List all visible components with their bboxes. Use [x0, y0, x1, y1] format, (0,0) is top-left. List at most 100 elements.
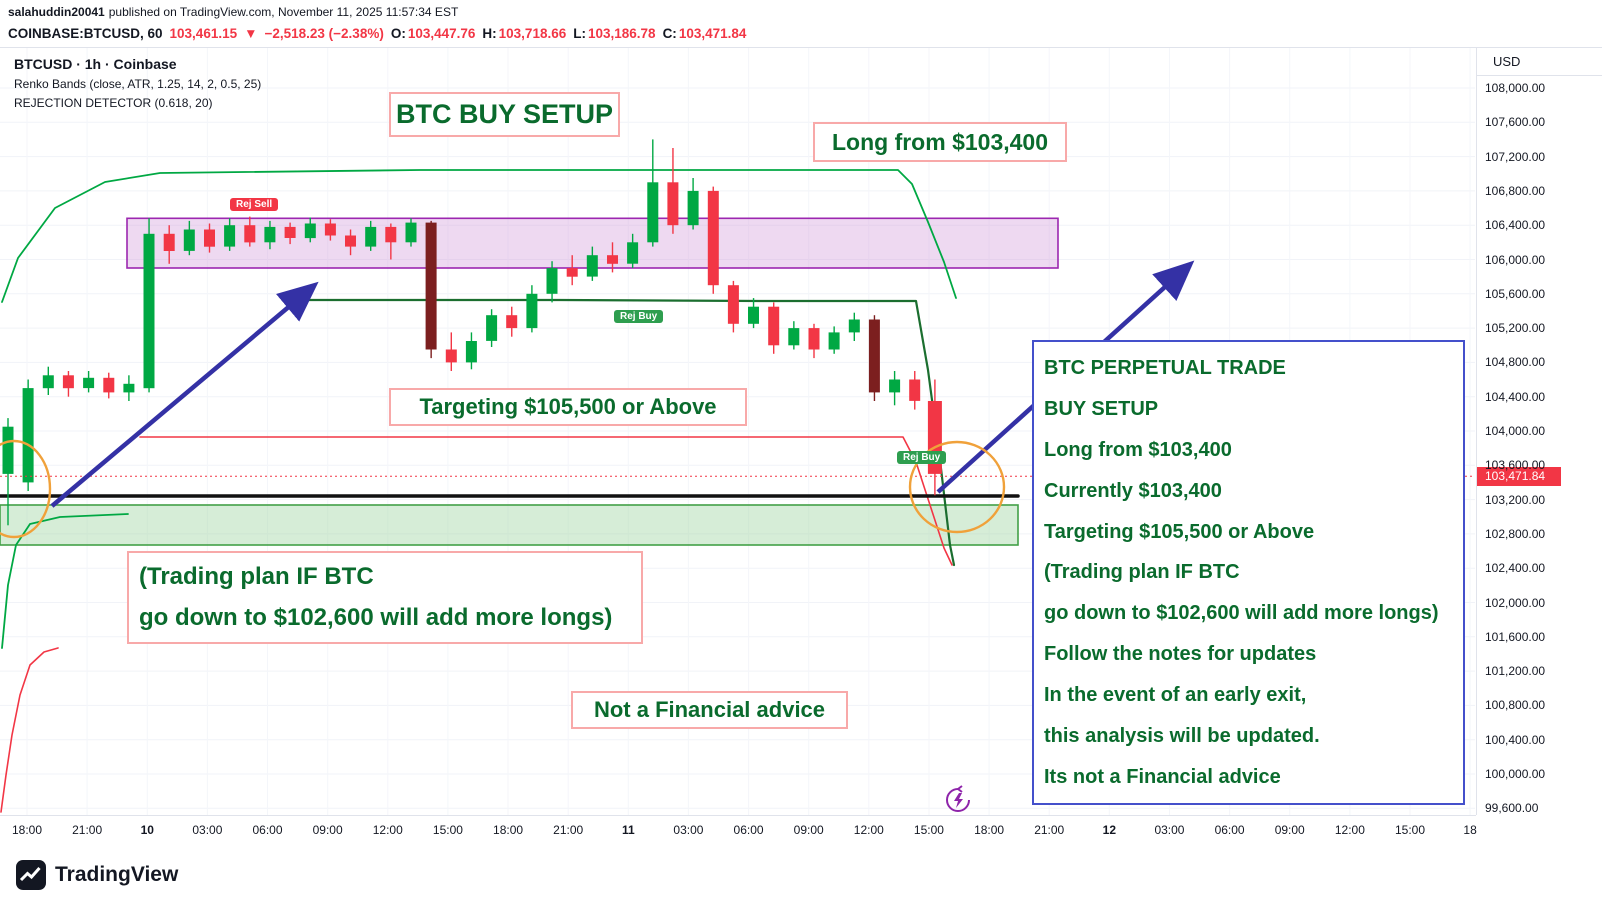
- price-axis-label: 106,800.00: [1485, 183, 1546, 198]
- candle: [607, 242, 618, 273]
- callout-long-from[interactable]: Long from $103,400: [813, 122, 1067, 162]
- price-axis-label: 102,000.00: [1485, 595, 1546, 610]
- red-left-curve: [0, 647, 59, 813]
- callout-btc-buy-setup[interactable]: BTC BUY SETUP: [389, 92, 620, 137]
- candle: [445, 332, 457, 371]
- price-axis-label: 106,400.00: [1485, 218, 1546, 233]
- time-axis-label: 18:00: [974, 823, 1005, 837]
- trading-plan-line1: (Trading plan IF BTC: [139, 563, 374, 591]
- last-price: 103,461.15: [169, 25, 238, 41]
- price-axis-label: 103,600.00: [1485, 458, 1546, 473]
- note-line: Targeting $105,500 or Above: [1044, 520, 1315, 543]
- time-axis-label: 03:00: [673, 823, 704, 837]
- green-upper-band: [1, 169, 957, 303]
- price-axis-label: 101,200.00: [1485, 664, 1546, 679]
- candle: [385, 223, 397, 260]
- time-axis-label: 21:00: [1034, 823, 1065, 837]
- candle: [345, 229, 356, 256]
- candle: [868, 315, 880, 401]
- price-axis-label: 101,600.00: [1485, 629, 1546, 644]
- candle: [324, 219, 336, 241]
- candle: [264, 220, 276, 250]
- note-line: this analysis will be updated.: [1044, 725, 1320, 748]
- price-axis-label: 102,800.00: [1485, 526, 1546, 541]
- candle: [848, 312, 860, 341]
- rejection-label: Rej Sell: [230, 198, 279, 211]
- time-axis-label: 15:00: [1394, 823, 1425, 837]
- red-mid-line: [139, 436, 953, 566]
- time-axis-label: 09:00: [312, 823, 343, 837]
- candle: [627, 233, 639, 269]
- tradingview-brand-text[interactable]: TradingView: [55, 862, 179, 886]
- price-axis-label: 105,200.00: [1485, 321, 1546, 336]
- note-line: go down to $102,600 will add more longs): [1044, 602, 1439, 625]
- time-axis-label: 21:00: [553, 823, 584, 837]
- time-axis-label: 21:00: [72, 823, 103, 837]
- legend-indicator-rejection-detector[interactable]: REJECTION DETECTOR (0.618, 20): [14, 96, 213, 110]
- candle: [143, 218, 155, 393]
- trading-plan-line2: go down to $102,600 will add more longs): [139, 603, 613, 631]
- candle: [586, 246, 598, 281]
- candle: [506, 306, 518, 337]
- candle: [808, 323, 820, 359]
- symbol-ohlc-row: COINBASE:BTCUSD, 60 103,461.15 ▼ −2,518.…: [8, 21, 1602, 45]
- candle: [62, 371, 74, 397]
- callout-not-financial-advice[interactable]: Not a Financial advice: [571, 691, 848, 729]
- magic-refresh-icon[interactable]: [943, 785, 973, 815]
- price-axis[interactable]: USD 103,471.84 108,000.00 107,600.00 107,2…: [1476, 48, 1602, 815]
- candle: [42, 366, 54, 395]
- highlight-circle: [0, 439, 52, 539]
- price-change: −2,518.23 (−2.38%): [264, 25, 384, 41]
- callout-targeting[interactable]: Targeting $105,500 or Above: [389, 388, 747, 426]
- time-axis-label: 12:00: [372, 823, 403, 837]
- close-label: C:: [662, 25, 677, 41]
- time-axis-label: 03:00: [1154, 823, 1185, 837]
- note-line: (Trading plan IF BTC: [1044, 561, 1240, 584]
- high-value: 103,718.66: [498, 25, 567, 41]
- candle: [748, 298, 759, 329]
- price-axis-label: 99,600.00: [1485, 801, 1539, 816]
- time-axis-label: 15:00: [913, 823, 944, 837]
- username-link[interactable]: salahuddin20041: [8, 5, 105, 19]
- high-label: H:: [482, 25, 497, 41]
- legend-indicator-renko-bands[interactable]: Renko Bands (close, ATR, 1.25, 14, 2, 0.…: [14, 77, 262, 91]
- note-line: Long from $103,400: [1044, 438, 1232, 461]
- note-line: BUY SETUP: [1044, 397, 1159, 420]
- resistance-zone: [126, 217, 1059, 269]
- candle: [727, 280, 739, 333]
- candle: [83, 371, 95, 393]
- candle: [284, 222, 296, 245]
- trade-notes-panel[interactable]: BTC PERPETUAL TRADE BUY SETUP Long from $1…: [1032, 340, 1465, 805]
- candle: [244, 216, 256, 247]
- callout-trading-plan[interactable]: (Trading plan IF BTC go down to $102,600…: [127, 551, 643, 644]
- price-axis-label: 105,600.00: [1485, 286, 1546, 301]
- support-zone: [0, 504, 1019, 546]
- note-line: In the event of an early exit,: [1044, 684, 1307, 707]
- candle: [103, 372, 115, 399]
- candle: [204, 223, 215, 253]
- open-value: 103,447.76: [407, 25, 476, 41]
- price-axis-label: 107,600.00: [1485, 115, 1546, 130]
- tradingview-logo-icon[interactable]: [16, 859, 46, 890]
- time-axis[interactable]: 18:00 21:00 10 03:00 06:00 09:00 12:00 15:00 18:…: [0, 815, 1477, 847]
- close-value: 103,471.84: [678, 25, 747, 41]
- symbol-label[interactable]: COINBASE:BTCUSD, 60: [8, 25, 163, 41]
- price-axis-label: 102,400.00: [1485, 561, 1546, 576]
- candle: [304, 217, 316, 243]
- footer-bar: TradingView: [0, 847, 1602, 902]
- time-axis-label: 03:00: [192, 823, 223, 837]
- rejection-label: Rej Buy: [897, 451, 947, 464]
- trend-arrow: [50, 281, 319, 508]
- candle: [687, 178, 699, 230]
- candle: [123, 375, 135, 401]
- candle: [22, 379, 34, 491]
- candle: [425, 220, 437, 359]
- candle: [566, 255, 578, 286]
- legend-symbol[interactable]: BTCUSD · 1h · Coinbase: [14, 56, 177, 72]
- time-axis-label: 18:00: [11, 823, 43, 837]
- low-label: L:: [573, 25, 586, 41]
- time-axis-label: 18: [1463, 823, 1477, 837]
- candle: [828, 326, 840, 354]
- candle: [465, 332, 477, 370]
